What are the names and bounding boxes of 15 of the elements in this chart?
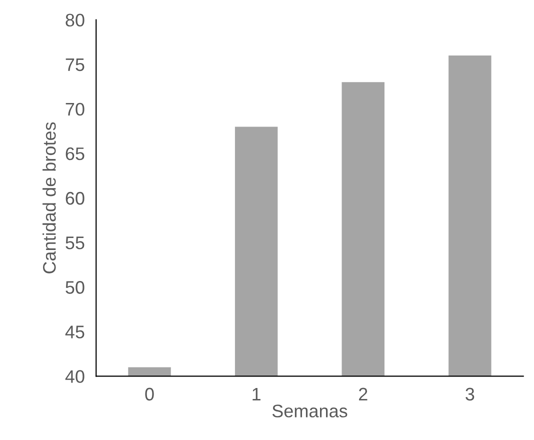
y-tick-label: 70 bbox=[66, 102, 84, 116]
x-axis-title: Semanas bbox=[272, 404, 348, 418]
x-tick-label: 2 bbox=[359, 388, 368, 400]
y-tick-label: 50 bbox=[66, 281, 84, 294]
y-tick-label: 80 bbox=[66, 14, 84, 27]
y-tick-label: 40 bbox=[65, 370, 84, 383]
y-tick-label: 65 bbox=[66, 147, 84, 160]
x-tick-label: 0 bbox=[145, 388, 154, 401]
y-tick-label: 45 bbox=[65, 326, 84, 338]
y-tick-label: 75 bbox=[66, 58, 84, 72]
x-tick-label: 3 bbox=[466, 388, 474, 401]
y-tick-label: 60 bbox=[66, 192, 84, 205]
y-tick-label: 55 bbox=[66, 236, 84, 250]
y-axis-title: Cantidad de brotes bbox=[42, 122, 56, 274]
x-tick-label: 1 bbox=[252, 388, 260, 400]
